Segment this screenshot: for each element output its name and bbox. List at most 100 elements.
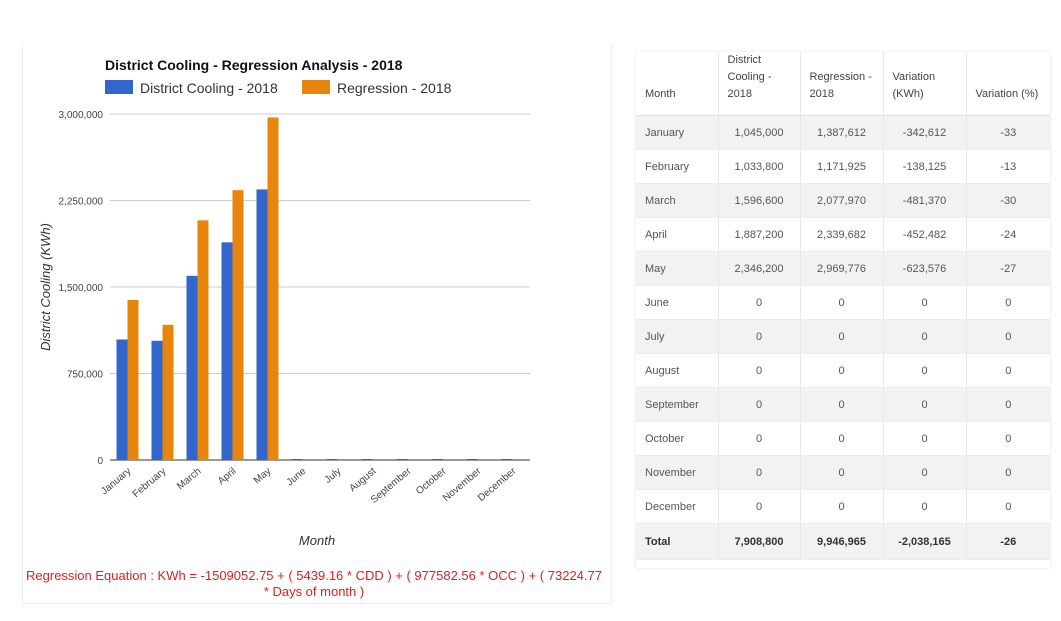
regression-equation: Regression Equation : KWh = -1509052.75 …: [26, 568, 602, 599]
legend-label-0: District Cooling - 2018: [140, 80, 278, 96]
cell-variation-kwh: -623,576: [883, 251, 967, 286]
bar-district-cooling-november: [466, 459, 478, 460]
cell-regression: 1,387,612: [800, 115, 884, 150]
table-row: December 0 0 0 0: [636, 489, 1050, 524]
table-row: May 2,346,200 2,969,776 -623,576 -27: [636, 251, 1050, 286]
table-body: January 1,045,000 1,387,612 -342,612 -33 Febr…: [636, 115, 1050, 560]
cell-regression: 2,077,970: [800, 183, 884, 218]
chart-legend: District Cooling - 2018 Regression - 2018: [105, 80, 452, 96]
cell-variation-kwh: 0: [883, 285, 967, 320]
cell-district-cooling: 0: [718, 421, 801, 456]
cell-district-cooling: 0: [718, 387, 801, 422]
bar-chart: District Cooling - Regression Analysis -…: [38, 57, 530, 548]
bar-district-cooling-september: [396, 459, 408, 460]
cell-variation-percent: -33: [966, 115, 1050, 150]
cell-regression: 0: [800, 319, 884, 354]
cell-month: May: [636, 251, 719, 286]
cell-variation-percent: 0: [966, 353, 1050, 388]
cell-variation-percent: -27: [966, 251, 1050, 286]
y-axis-title: District Cooling (KWh): [38, 223, 53, 351]
x-tick-label: June: [285, 466, 309, 489]
bar-regression-may: [267, 117, 279, 460]
bar-regression-august: [372, 459, 384, 460]
cell-regression: 0: [800, 285, 884, 320]
table-row: September 0 0 0 0: [636, 387, 1050, 422]
data-table-panel: Month District Cooling - 2018 Regression…: [636, 52, 1050, 568]
bar-regression-september: [407, 459, 419, 460]
legend-swatch-1: [302, 80, 330, 94]
cell-regression: 2,969,776: [800, 251, 884, 286]
cell-variation-percent: 0: [966, 319, 1050, 354]
bar-regression-march: [197, 220, 209, 460]
legend-label-1: Regression - 2018: [337, 80, 452, 96]
chart-title: District Cooling - Regression Analysis -…: [105, 57, 403, 73]
bar-regression-january: [127, 299, 139, 460]
bar-regression-april: [232, 190, 244, 460]
x-tick-label: August: [348, 466, 379, 495]
cell-district-cooling: 0: [718, 353, 801, 388]
legend-swatch-0: [105, 80, 133, 94]
cell-month: July: [636, 319, 719, 354]
table-row: March 1,596,600 2,077,970 -481,370 -30: [636, 183, 1050, 218]
cell-district-cooling: 0: [718, 319, 801, 354]
y-axis-ticks: 0 750,000 1,500,000 2,250,000 3,000,000: [59, 110, 104, 467]
bar-district-cooling-december: [501, 459, 513, 460]
x-tick-label: January: [99, 466, 133, 497]
x-axis-title: Month: [299, 533, 335, 548]
bar-district-cooling-june: [291, 459, 303, 460]
cell-variation-percent: 0: [966, 387, 1050, 422]
x-tick-label: February: [131, 466, 169, 500]
total-variation-kwh: -2,038,165: [883, 523, 967, 560]
cell-regression: 0: [800, 455, 884, 490]
header-variation-percent: Variation (%): [966, 52, 1050, 116]
y-tick-label: 3,000,000: [59, 110, 104, 121]
cell-variation-percent: 0: [966, 421, 1050, 456]
cell-variation-kwh: 0: [883, 353, 967, 388]
cell-regression: 0: [800, 387, 884, 422]
bar-regression-november: [477, 459, 489, 460]
total-month: Total: [636, 523, 719, 560]
cell-regression: 0: [800, 489, 884, 524]
cell-variation-percent: 0: [966, 455, 1050, 490]
bar-regression-february: [162, 324, 174, 460]
y-tick-label: 0: [97, 456, 103, 467]
x-tick-label: April: [216, 466, 238, 487]
bar-district-cooling-april: [221, 242, 233, 460]
y-tick-label: 1,500,000: [59, 283, 104, 294]
table-row: July 0 0 0 0: [636, 319, 1050, 354]
cell-district-cooling: 0: [718, 455, 801, 490]
cell-variation-kwh: 0: [883, 455, 967, 490]
table-row: January 1,045,000 1,387,612 -342,612 -33: [636, 115, 1050, 150]
table-row: November 0 0 0 0: [636, 455, 1050, 490]
header-regression: Regression - 2018: [800, 52, 884, 116]
cell-variation-kwh: -138,125: [883, 149, 967, 184]
cell-regression: 1,171,925: [800, 149, 884, 184]
bar-district-cooling-october: [431, 459, 443, 460]
cell-variation-kwh: -342,612: [883, 115, 967, 150]
cell-month: March: [636, 183, 719, 218]
table-row: April 1,887,200 2,339,682 -452,482 -24: [636, 217, 1050, 252]
chart-bars: [116, 117, 524, 460]
table-header-row: Month District Cooling - 2018 Regression…: [636, 52, 1050, 116]
chart-panel: [22, 44, 612, 604]
bar-regression-december: [512, 459, 524, 460]
cell-regression: 2,339,682: [800, 217, 884, 252]
x-tick-label: December: [476, 465, 519, 504]
cell-regression: 0: [800, 353, 884, 388]
cell-month: February: [636, 149, 719, 184]
y-tick-label: 2,250,000: [59, 197, 104, 208]
cell-variation-percent: 0: [966, 489, 1050, 524]
cell-district-cooling: 1,045,000: [718, 115, 801, 150]
cell-month: November: [636, 455, 719, 490]
x-tick-label: March: [175, 466, 203, 492]
bar-district-cooling-february: [151, 340, 163, 460]
cell-variation-kwh: -452,482: [883, 217, 967, 252]
bar-regression-july: [337, 459, 349, 460]
cell-district-cooling: 0: [718, 285, 801, 320]
cell-regression: 0: [800, 421, 884, 456]
total-district-cooling: 7,908,800: [718, 523, 801, 560]
table-row: June 0 0 0 0: [636, 285, 1050, 320]
cell-variation-percent: -30: [966, 183, 1050, 218]
total-variation-percent: -26: [966, 523, 1050, 560]
header-month: Month: [636, 52, 719, 116]
